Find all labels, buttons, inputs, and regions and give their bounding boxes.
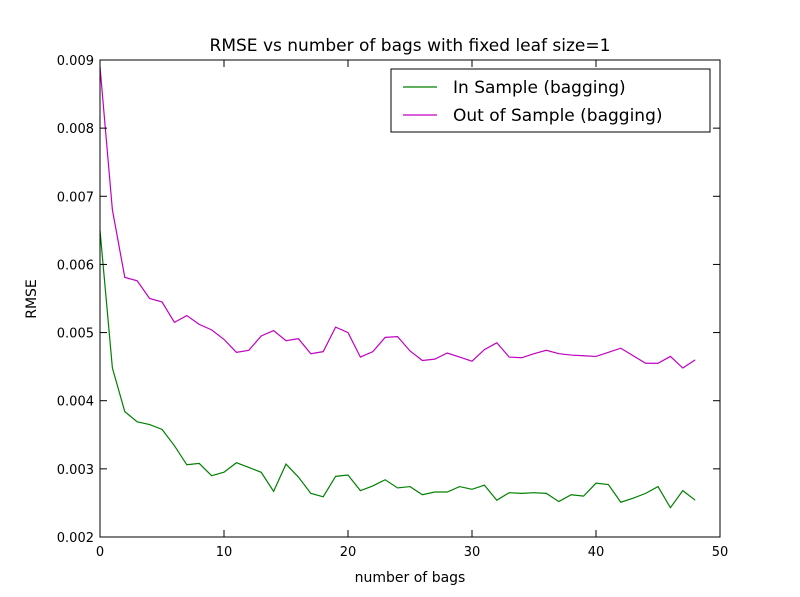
y-axis-label: RMSE	[24, 279, 40, 319]
plot-frame	[99, 59, 721, 538]
ticks-layer: 0 10 20 30 40 50 0.002 0.003 0.004 0.005 0.006 0.00…	[57, 54, 728, 560]
x-tick-label: 0	[96, 545, 104, 560]
y-tick-label: 0.006	[57, 258, 94, 273]
x-tick-label: 40	[588, 545, 605, 560]
x-tick-label: 50	[712, 545, 729, 560]
legend-label-in-sample: In Sample (bagging)	[453, 78, 626, 98]
y-tick-label: 0.004	[57, 395, 94, 410]
chart-title: RMSE vs number of bags with fixed leaf s…	[210, 36, 611, 56]
legend-label-out-of-sample: Out of Sample (bagging)	[453, 106, 663, 126]
series-line-0	[99, 230, 696, 509]
y-tick-label: 0.005	[57, 327, 94, 342]
series-line-1	[99, 66, 696, 369]
x-axis-label: number of bags	[355, 570, 466, 586]
x-tick-label: 10	[216, 545, 233, 560]
y-tick-label: 0.008	[57, 122, 94, 137]
y-tick-label: 0.009	[57, 54, 94, 69]
legend-box	[390, 68, 711, 133]
y-tick-label: 0.003	[57, 463, 94, 478]
y-tick-label: 0.002	[57, 531, 94, 546]
legend: In Sample (bagging) Out of Sample (baggi…	[390, 68, 711, 133]
series-layer	[99, 66, 696, 509]
y-tick-label: 0.007	[57, 190, 94, 205]
x-tick-label: 20	[340, 545, 357, 560]
x-tick-label: 30	[464, 545, 481, 560]
